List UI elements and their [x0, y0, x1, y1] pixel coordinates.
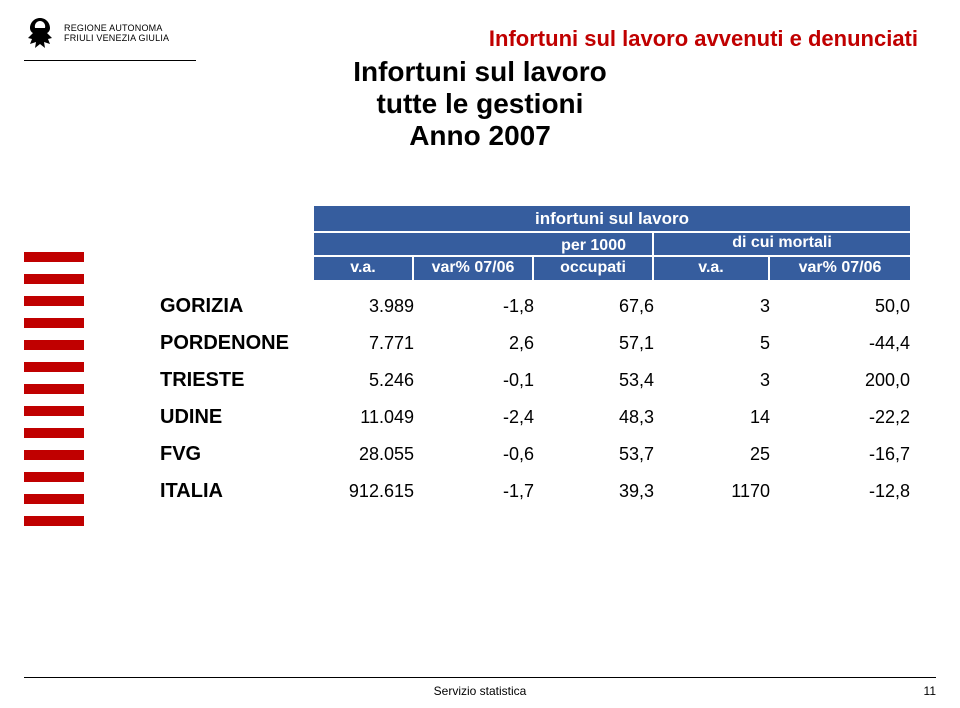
cell-mort-varp: 200,0: [770, 370, 910, 391]
title-line1: Infortuni sul lavoro: [0, 56, 960, 88]
cell-per1000: 39,3: [534, 481, 654, 502]
table-header-bottom: v.a. var% 07/06 occupati v.a. var% 07/06: [160, 257, 920, 280]
title-line2: tutte le gestioni: [0, 88, 960, 120]
header-per1000-toplabel: per 1000: [314, 233, 654, 257]
sidebar-bar: [24, 340, 84, 350]
table-row: TRIESTE 5.246 -0,1 53,4 3 200,0: [160, 362, 920, 399]
sidebar-bar: [24, 516, 84, 526]
cell-varp: 2,6: [414, 333, 534, 354]
table-row: UDINE 11.049 -2,4 48,3 14 -22,2: [160, 399, 920, 436]
header-group-infortuni: infortuni sul lavoro: [314, 206, 910, 233]
cell-mort-va: 25: [654, 444, 770, 465]
table-row: ITALIA 912.615 -1,7 39,3 1170 -12,8: [160, 473, 920, 510]
page-subheading: Infortuni sul lavoro avvenuti e denuncia…: [489, 26, 918, 52]
cell-mort-va: 3: [654, 370, 770, 391]
cell-mort-varp: -16,7: [770, 444, 910, 465]
page-title: Infortuni sul lavoro tutte le gestioni A…: [0, 56, 960, 152]
row-label: UDINE: [160, 406, 314, 429]
cell-va: 912.615: [314, 481, 414, 502]
sidebar-bar: [24, 428, 84, 438]
page-number: 11: [924, 684, 936, 698]
col-mort-va: v.a.: [654, 257, 770, 280]
cell-va: 5.246: [314, 370, 414, 391]
sidebar-bar: [24, 252, 84, 262]
cell-va: 28.055: [314, 444, 414, 465]
row-label: TRIESTE: [160, 369, 314, 392]
cell-va: 3.989: [314, 296, 414, 317]
cell-varp: -1,7: [414, 481, 534, 502]
cell-va: 7.771: [314, 333, 414, 354]
table-header-top: infortuni sul lavoro: [160, 206, 920, 233]
header-group-mortali: di cui mortali: [654, 233, 910, 257]
row-label: FVG: [160, 443, 314, 466]
row-label: GORIZIA: [160, 295, 314, 318]
cell-mort-varp: -44,4: [770, 333, 910, 354]
sidebar-bar: [24, 406, 84, 416]
table-row: PORDENONE 7.771 2,6 57,1 5 -44,4: [160, 325, 920, 362]
row-label: ITALIA: [160, 480, 314, 503]
row-label: PORDENONE: [160, 332, 314, 355]
logo-text-line2: FRIULI VENEZIA GIULIA: [64, 34, 169, 44]
sidebar-bar: [24, 384, 84, 394]
cell-per1000: 67,6: [534, 296, 654, 317]
sidebar-bar: [24, 274, 84, 284]
table-header-mid: per 1000 di cui mortali: [160, 233, 920, 257]
col-mort-varp: var% 07/06: [770, 257, 910, 280]
sidebar-bar: [24, 472, 84, 482]
cell-per1000: 57,1: [534, 333, 654, 354]
col-occupati: occupati: [534, 257, 654, 280]
sidebar-bar: [24, 362, 84, 372]
cell-varp: -0,6: [414, 444, 534, 465]
title-line3: Anno 2007: [0, 120, 960, 152]
sidebar-bar: [24, 318, 84, 328]
cell-mort-varp: -12,8: [770, 481, 910, 502]
cell-mort-va: 3: [654, 296, 770, 317]
table-row: GORIZIA 3.989 -1,8 67,6 3 50,0: [160, 288, 920, 325]
eagle-icon: [24, 16, 56, 52]
table-body: GORIZIA 3.989 -1,8 67,6 3 50,0 PORDENONE…: [160, 288, 920, 510]
cell-va: 11.049: [314, 407, 414, 428]
cell-per1000: 48,3: [534, 407, 654, 428]
sidebar-bar: [24, 494, 84, 504]
region-logo: REGIONE AUTONOMA FRIULI VENEZIA GIULIA: [24, 16, 169, 52]
cell-mort-va: 1170: [654, 481, 770, 502]
col-va: v.a.: [314, 257, 414, 280]
sidebar-bar: [24, 450, 84, 460]
cell-varp: -2,4: [414, 407, 534, 428]
footer-rule: [24, 677, 936, 678]
cell-varp: -0,1: [414, 370, 534, 391]
cell-per1000: 53,7: [534, 444, 654, 465]
cell-mort-va: 14: [654, 407, 770, 428]
cell-varp: -1,8: [414, 296, 534, 317]
col-varp: var% 07/06: [414, 257, 534, 280]
decorative-sidebars: [24, 252, 84, 526]
data-table: infortuni sul lavoro per 1000 di cui mor…: [160, 206, 920, 510]
cell-per1000: 53,4: [534, 370, 654, 391]
cell-mort-varp: 50,0: [770, 296, 910, 317]
cell-mort-va: 5: [654, 333, 770, 354]
table-row: FVG 28.055 -0,6 53,7 25 -16,7: [160, 436, 920, 473]
sidebar-bar: [24, 296, 84, 306]
footer-text: Servizio statistica: [0, 684, 960, 698]
cell-mort-varp: -22,2: [770, 407, 910, 428]
